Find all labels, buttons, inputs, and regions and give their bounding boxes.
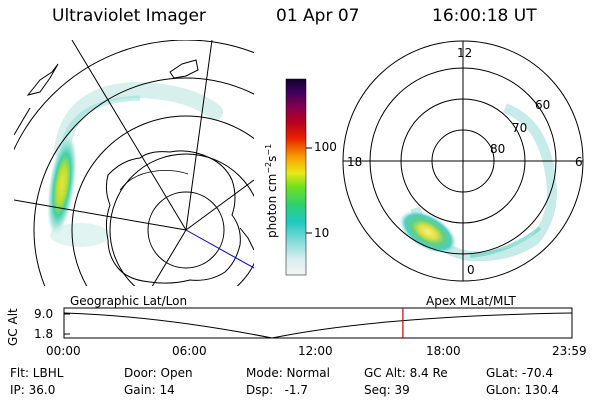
flt-status: Flt: LBHL [10, 366, 64, 380]
aurora-arc-faint [54, 81, 223, 158]
altitude-frame [63, 307, 573, 339]
track-line [185, 229, 254, 269]
time-tick-1200: 12:00 [298, 344, 333, 358]
units-mid: s [265, 155, 279, 162]
colorbar-units: photon cm−2s−1 [264, 144, 279, 238]
time-label: 16:00:18 UT [432, 6, 537, 26]
seq-status: Seq: 39 [364, 383, 410, 397]
colorbar-label-100: 100 [314, 140, 337, 154]
aurora-night-blob [399, 210, 457, 254]
lon-lines [14, 40, 254, 286]
time-tick-2359: 23:59 [552, 344, 587, 358]
aurora-tail [50, 223, 110, 247]
mlt-label-18: 18 [347, 155, 363, 169]
colorbar-label-10: 10 [314, 226, 330, 240]
mlat-label-80: 80 [490, 142, 506, 156]
date-label: 01 Apr 07 [276, 6, 360, 26]
time-tick-0000: 00:00 [46, 344, 81, 358]
door-status: Door: Open [124, 366, 193, 380]
lat-circles [14, 40, 254, 286]
units-exp1: −2 [264, 161, 273, 174]
gain-status: Gain: 14 [124, 383, 175, 397]
coast-fragment [26, 63, 59, 96]
altitude-ylabel: GC Alt [6, 308, 20, 346]
antarctica-coast [105, 150, 241, 284]
altitude-tick-low: 1.8 [34, 327, 54, 341]
time-tick-1800: 18:00 [426, 344, 461, 358]
dsp-status: Dsp: -1.7 [246, 383, 309, 397]
aurora-bright-blob [47, 133, 77, 237]
altitude-curve [63, 312, 573, 339]
altitude-plot [63, 307, 573, 339]
mlt-label-12: 12 [457, 46, 473, 60]
mode-status: Mode: Normal [246, 366, 330, 380]
gcalt-status: GC Alt: 8.4 Re [364, 366, 448, 380]
mlt-polar-dial [342, 40, 584, 282]
aurora-oval [410, 103, 558, 262]
mlat-label-60: 60 [535, 98, 551, 112]
mlat-label-70: 70 [512, 121, 528, 135]
app-title: Ultraviolet Imager [52, 6, 206, 26]
geographic-image [14, 40, 254, 286]
glat-status: GLat: -70.4 [486, 366, 553, 380]
glon-status: GLon: 130.4 [486, 383, 559, 397]
ip-status: IP: 36.0 [10, 383, 56, 397]
colorbar [285, 78, 307, 276]
time-tick-0600: 06:00 [172, 344, 207, 358]
units-exp2: −1 [264, 143, 273, 156]
apex-label: Apex MLat/MLT [426, 294, 516, 308]
altitude-tick-high: 9.0 [34, 307, 54, 321]
mlt-label-0: 0 [467, 263, 475, 277]
units-base: photon cm [265, 173, 279, 238]
geographic-label: Geographic Lat/Lon [70, 294, 188, 308]
mlt-label-6: 6 [575, 155, 583, 169]
